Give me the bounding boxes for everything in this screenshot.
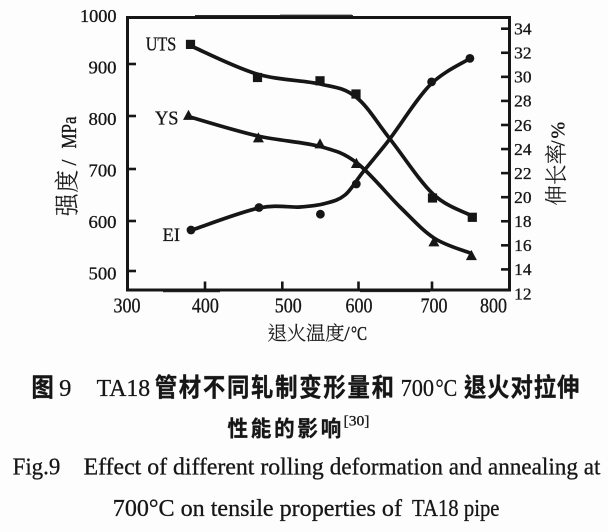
svg-text:EI: EI bbox=[163, 226, 181, 246]
svg-text:18: 18 bbox=[514, 212, 531, 231]
svg-text:26: 26 bbox=[514, 116, 531, 135]
svg-text:900: 900 bbox=[89, 58, 117, 78]
svg-text:600: 600 bbox=[89, 212, 117, 232]
svg-text:16: 16 bbox=[514, 236, 531, 255]
svg-text:9: 9 bbox=[59, 375, 71, 402]
svg-text:22: 22 bbox=[514, 164, 531, 183]
svg-text:20: 20 bbox=[514, 188, 531, 207]
svg-text:300: 300 bbox=[114, 293, 141, 317]
svg-text:500: 500 bbox=[275, 293, 302, 317]
svg-text:°C: °C bbox=[436, 375, 458, 402]
svg-text:14: 14 bbox=[514, 260, 532, 279]
svg-text:800: 800 bbox=[89, 109, 117, 129]
svg-text:MPa: MPa bbox=[57, 116, 81, 149]
svg-text:700°C on tensile properties of: 700°C on tensile properties of bbox=[113, 496, 402, 522]
svg-text:400: 400 bbox=[192, 293, 219, 317]
svg-text:YS: YS bbox=[155, 107, 179, 129]
svg-text:28: 28 bbox=[514, 92, 531, 111]
svg-text:deformation and annealing at: deformation and annealing at bbox=[330, 455, 601, 481]
svg-text:TA18: TA18 bbox=[97, 375, 151, 402]
svg-text:/: / bbox=[57, 160, 81, 166]
svg-text:30: 30 bbox=[514, 68, 531, 87]
svg-text:24: 24 bbox=[514, 140, 532, 159]
svg-text:UTS: UTS bbox=[146, 33, 177, 55]
svg-text:700: 700 bbox=[401, 375, 435, 402]
svg-text:/: / bbox=[344, 324, 350, 345]
svg-text:34: 34 bbox=[514, 20, 532, 39]
svg-text:TA18 pipe: TA18 pipe bbox=[412, 496, 500, 522]
svg-text:[30]: [30] bbox=[344, 414, 370, 430]
svg-text:12: 12 bbox=[514, 284, 531, 303]
svg-text:600: 600 bbox=[346, 293, 373, 317]
svg-text:°C: °C bbox=[351, 324, 367, 345]
svg-text:800: 800 bbox=[480, 293, 507, 317]
svg-text:700: 700 bbox=[89, 161, 117, 181]
svg-text:Fig.9: Fig.9 bbox=[13, 455, 61, 481]
svg-text:500: 500 bbox=[89, 264, 117, 284]
svg-text:32: 32 bbox=[514, 44, 531, 63]
svg-text:%: % bbox=[547, 122, 569, 139]
svg-text:Effect of different rolling: Effect of different rolling bbox=[84, 455, 324, 481]
svg-text:700: 700 bbox=[421, 293, 448, 317]
svg-text:/: / bbox=[547, 140, 569, 146]
svg-text:1000: 1000 bbox=[80, 6, 117, 26]
